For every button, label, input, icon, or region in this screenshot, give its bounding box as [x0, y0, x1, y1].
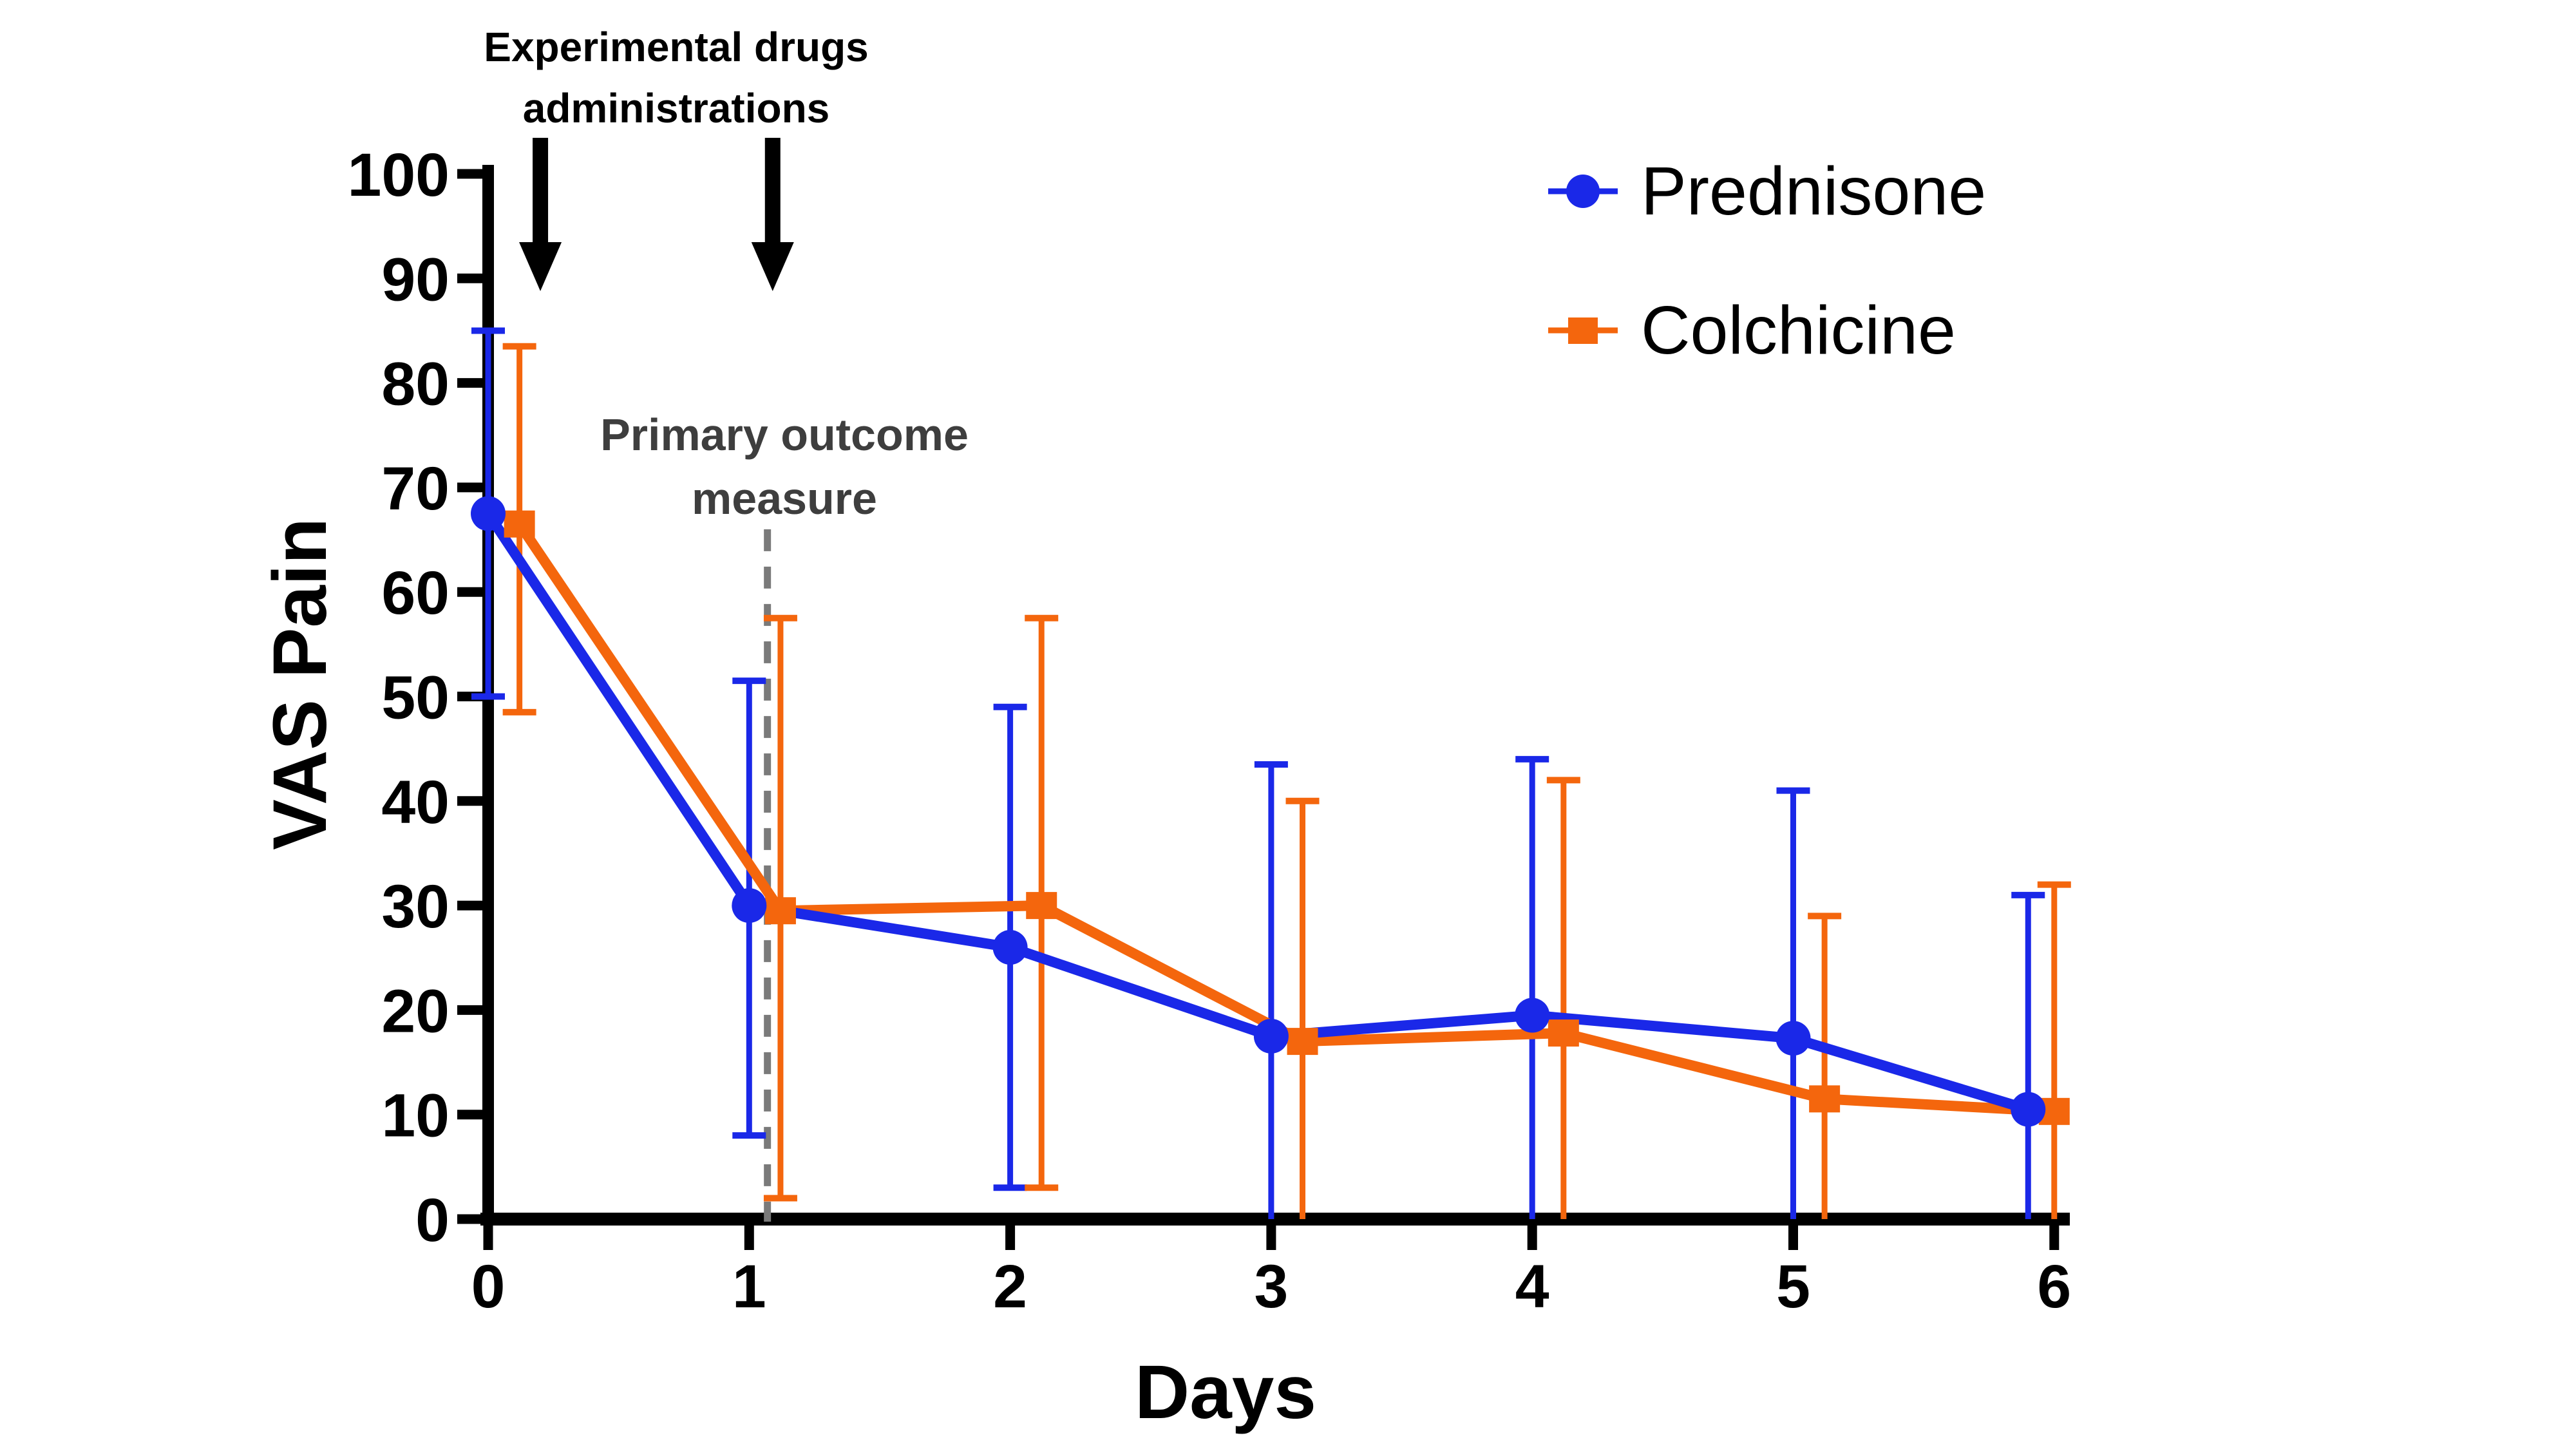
- drug-administration-arrows: [519, 138, 794, 291]
- svg-text:50: 50: [381, 664, 450, 732]
- svg-text:100: 100: [347, 141, 450, 209]
- legend-label-colchicine: Colchicine: [1641, 292, 1956, 368]
- svg-text:0: 0: [415, 1186, 450, 1255]
- svg-text:80: 80: [381, 350, 450, 419]
- legend: Prednisone Colchicine: [1544, 143, 1986, 421]
- svg-text:1: 1: [732, 1253, 766, 1321]
- y-axis-title: VAS Pain: [258, 518, 343, 850]
- svg-text:3: 3: [1254, 1253, 1288, 1321]
- annotation-primary-outcome: Primary outcome measure: [600, 410, 969, 524]
- svg-text:30: 30: [381, 873, 450, 941]
- legend-item-prednisone: Prednisone: [1544, 143, 1986, 240]
- svg-text:70: 70: [381, 455, 450, 523]
- svg-text:60: 60: [381, 559, 450, 627]
- svg-text:4: 4: [1515, 1253, 1549, 1321]
- svg-text:0: 0: [471, 1253, 506, 1321]
- legend-marker-circle-icon: [1548, 175, 1618, 208]
- svg-text:10: 10: [381, 1082, 450, 1150]
- svg-text:6: 6: [2037, 1253, 2071, 1321]
- x-axis-title: Days: [1134, 1350, 1317, 1435]
- svg-text:90: 90: [381, 245, 450, 314]
- svg-text:40: 40: [381, 768, 450, 837]
- svg-text:2: 2: [993, 1253, 1027, 1321]
- svg-text:5: 5: [1776, 1253, 1810, 1321]
- legend-label-prednisone: Prednisone: [1641, 153, 1987, 229]
- legend-marker-square-icon: [1548, 317, 1618, 344]
- legend-item-colchicine: Colchicine: [1544, 282, 1986, 379]
- series-markers: [471, 496, 2070, 1127]
- svg-text:20: 20: [381, 977, 450, 1045]
- annotation-experimental-drugs: Experimental drugs administrations: [484, 24, 869, 131]
